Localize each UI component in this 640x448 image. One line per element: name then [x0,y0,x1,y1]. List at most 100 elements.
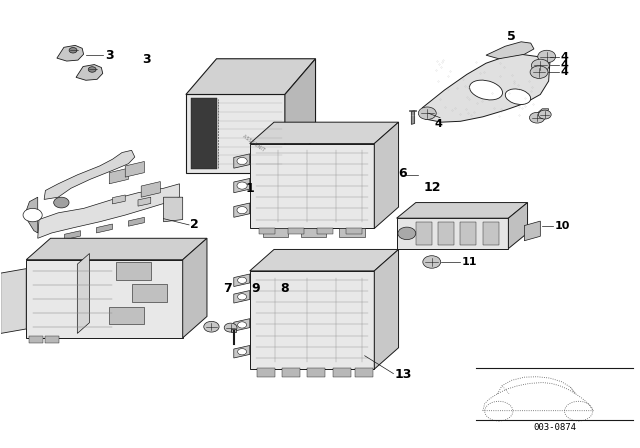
Text: 8: 8 [280,282,289,295]
Polygon shape [416,222,432,245]
Polygon shape [26,238,207,260]
Polygon shape [182,238,207,338]
Text: 13: 13 [395,368,412,381]
Circle shape [204,321,219,332]
Polygon shape [422,54,550,122]
Polygon shape [45,336,60,343]
Circle shape [237,294,246,300]
Polygon shape [186,59,316,95]
Text: 11: 11 [462,257,477,267]
Polygon shape [44,151,135,199]
Polygon shape [234,274,250,287]
Polygon shape [234,291,250,303]
Polygon shape [234,319,250,331]
Polygon shape [259,228,275,234]
Circle shape [419,107,436,120]
Polygon shape [132,284,167,302]
Polygon shape [234,203,250,217]
Polygon shape [29,336,44,343]
Polygon shape [250,271,374,369]
Polygon shape [26,197,38,233]
Circle shape [237,349,246,355]
Polygon shape [486,42,534,59]
Polygon shape [262,228,288,237]
Circle shape [237,182,247,189]
Polygon shape [234,345,250,358]
Polygon shape [97,224,113,233]
Polygon shape [234,178,250,193]
Ellipse shape [506,89,531,104]
Polygon shape [288,228,304,234]
Polygon shape [285,59,316,172]
Polygon shape [461,222,476,245]
Polygon shape [191,98,216,169]
Polygon shape [355,368,373,377]
Polygon shape [301,228,326,237]
Circle shape [23,208,42,222]
Polygon shape [109,168,129,184]
Circle shape [530,66,548,78]
Polygon shape [231,329,236,332]
Polygon shape [307,368,325,377]
Polygon shape [532,109,548,119]
Polygon shape [250,250,399,271]
Polygon shape [257,368,275,377]
Circle shape [237,277,246,284]
Polygon shape [317,228,333,234]
Circle shape [423,256,441,268]
Polygon shape [438,222,454,245]
Polygon shape [125,161,145,177]
Circle shape [88,67,96,72]
Text: ASSY UNIT: ASSY UNIT [241,134,265,152]
Circle shape [237,157,247,164]
Polygon shape [129,217,145,226]
Polygon shape [141,181,161,197]
Text: 4: 4 [561,60,568,69]
Circle shape [538,50,556,63]
Polygon shape [186,95,285,172]
Polygon shape [374,250,399,369]
Circle shape [398,227,416,240]
Text: 003-0874: 003-0874 [534,423,577,432]
Polygon shape [76,65,103,80]
Polygon shape [282,368,300,377]
Polygon shape [397,202,527,218]
Polygon shape [339,228,365,237]
Circle shape [69,47,77,53]
Polygon shape [77,254,90,333]
Circle shape [538,110,551,119]
Circle shape [529,112,545,123]
Text: 7: 7 [223,282,232,295]
Polygon shape [1,269,26,333]
Polygon shape [333,368,351,377]
Circle shape [531,59,549,72]
Circle shape [224,323,237,332]
Ellipse shape [470,80,502,100]
Polygon shape [38,184,179,238]
Circle shape [237,207,247,214]
Text: 4: 4 [561,52,568,61]
Polygon shape [57,45,84,61]
Text: 12: 12 [424,181,441,194]
Polygon shape [250,122,399,144]
Text: 4: 4 [435,119,443,129]
Polygon shape [508,202,527,249]
Text: 1: 1 [245,182,254,195]
Polygon shape [65,231,81,240]
Polygon shape [116,262,151,280]
Text: 3: 3 [143,53,151,66]
Polygon shape [374,122,399,228]
Polygon shape [412,111,415,125]
Circle shape [237,322,246,328]
Text: 10: 10 [554,220,570,231]
Circle shape [54,197,69,208]
Text: 2: 2 [190,218,199,232]
Polygon shape [483,222,499,245]
Polygon shape [524,221,540,241]
Polygon shape [109,306,145,324]
Text: 4: 4 [561,67,568,77]
Polygon shape [113,195,125,204]
Text: 9: 9 [252,282,260,295]
Polygon shape [26,260,182,338]
Polygon shape [164,197,182,222]
